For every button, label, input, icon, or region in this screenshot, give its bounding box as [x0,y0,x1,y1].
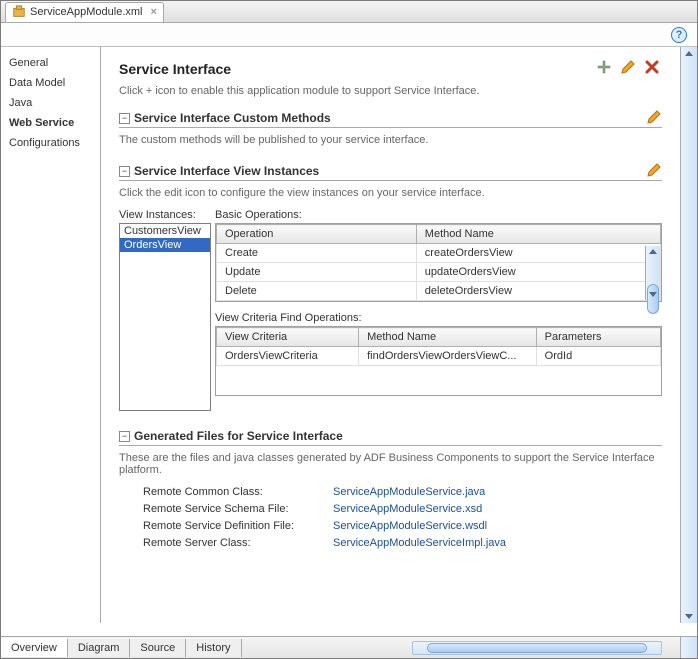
custom-methods-title: Service Interface Custom Methods [134,111,331,125]
table-cell: Create [217,244,417,263]
view-instances-title: Service Interface View Instances [134,164,319,178]
page-hint: Click + icon to enable this application … [119,85,662,97]
edit-custom-methods-icon[interactable] [646,109,662,128]
table-cell: findOrdersViewOrdersViewC... [359,347,537,366]
nav-item-general[interactable]: General [1,53,100,73]
generated-files-title: Generated Files for Service Interface [134,429,343,443]
file-tab-bar: ServiceAppModule.xml × [1,1,697,23]
view-instances-label: View Instances: [119,209,211,221]
column-header[interactable]: Operation [217,225,417,244]
column-header[interactable]: Method Name [359,328,537,347]
table-cell: OrdersViewCriteria [217,347,359,366]
scrollbar-corner [680,637,697,658]
generated-file-link[interactable]: ServiceAppModuleServiceImpl.java [333,537,506,549]
list-item[interactable]: OrdersView [120,238,210,252]
left-nav: GeneralData ModelJavaWeb ServiceConfigur… [1,47,101,623]
edit-view-instances-icon[interactable] [646,162,662,181]
generated-file-label: Remote Service Definition File: [143,520,333,532]
file-tab-label: ServiceAppModule.xml [30,6,143,18]
bottom-tab-history[interactable]: History [186,639,241,657]
view-instances-section: − Service Interface View Instances Click… [119,164,662,411]
edit-icon[interactable] [620,59,636,78]
generated-file-link[interactable]: ServiceAppModuleService.xsd [333,503,482,515]
view-instances-desc: Click the edit icon to configure the vie… [119,187,662,199]
top-actions [596,59,660,78]
vc-ops-table[interactable]: View CriteriaMethod NameParametersOrders… [216,327,661,366]
basic-ops-table[interactable]: OperationMethod NameCreatecreateOrdersVi… [216,224,661,301]
table-row[interactable]: DeletedeleteOrdersView [217,282,661,301]
nav-item-web-service[interactable]: Web Service [1,113,100,133]
basic-ops-label: Basic Operations: [215,209,662,221]
list-item[interactable]: CustomersView [120,224,210,238]
generated-file-link[interactable]: ServiceAppModuleService.wsdl [333,520,487,532]
help-icon[interactable]: ? [671,27,687,43]
generated-file-link[interactable]: ServiceAppModuleService.java [333,486,485,498]
generated-file-label: Remote Common Class: [143,486,333,498]
module-icon [12,5,26,19]
vc-ops-label: View Criteria Find Operations: [215,312,662,324]
nav-item-java[interactable]: Java [1,93,100,113]
generated-file-row: Remote Common Class:ServiceAppModuleServ… [143,486,662,498]
bottom-tab-diagram[interactable]: Diagram [68,639,131,657]
generated-files-section: − Generated Files for Service Interface … [119,429,662,549]
column-header[interactable]: View Criteria [217,328,359,347]
collapse-toggle[interactable]: − [119,166,130,177]
generated-file-row: Remote Service Schema File:ServiceAppMod… [143,503,662,515]
file-tab[interactable]: ServiceAppModule.xml × [5,2,164,22]
table-row[interactable]: UpdateupdateOrdersView [217,263,661,282]
table-cell: OrdId [536,347,660,366]
table-cell: createOrdersView [416,244,660,263]
generated-files-desc: These are the files and java classes gen… [119,452,662,476]
table-cell: Delete [217,282,417,301]
page-title: Service Interface [119,61,662,77]
bottom-tab-bar: OverviewDiagramSourceHistory [1,636,697,658]
table-cell: Update [217,263,417,282]
column-header[interactable]: Parameters [536,328,660,347]
bottom-tab-source[interactable]: Source [130,639,186,657]
collapse-toggle[interactable]: − [119,431,130,442]
nav-item-configurations[interactable]: Configurations [1,133,100,153]
nav-item-data-model[interactable]: Data Model [1,73,100,93]
bottom-tab-overview[interactable]: Overview [1,638,68,657]
generated-file-row: Remote Service Definition File:ServiceAp… [143,520,662,532]
generated-file-label: Remote Server Class: [143,537,333,549]
basic-ops-table-wrap: OperationMethod NameCreatecreateOrdersVi… [215,223,662,302]
add-icon[interactable] [596,59,612,78]
custom-methods-desc: The custom methods will be published to … [119,134,662,146]
table-row[interactable]: CreatecreateOrdersView [217,244,661,263]
help-bar: ? [1,23,697,47]
horizontal-scrollbar[interactable] [412,641,662,655]
vertical-scrollbar[interactable] [680,47,697,623]
delete-icon[interactable] [644,59,660,78]
table-cell: deleteOrdersView [416,282,660,301]
close-tab-icon[interactable]: × [151,6,157,18]
table-row[interactable]: OrdersViewCriteriafindOrdersViewOrdersVi… [217,347,661,366]
basic-ops-scrollbar[interactable] [645,246,660,300]
table-cell: updateOrdersView [416,263,660,282]
custom-methods-section: − Service Interface Custom Methods The c… [119,111,662,146]
collapse-toggle[interactable]: − [119,113,130,124]
view-instances-listbox[interactable]: CustomersViewOrdersView [119,223,211,411]
generated-file-row: Remote Server Class:ServiceAppModuleServ… [143,537,662,549]
content-pane: Service Interface Click + icon to enable… [101,47,680,623]
column-header[interactable]: Method Name [416,225,660,244]
generated-file-label: Remote Service Schema File: [143,503,333,515]
vc-ops-table-wrap: View CriteriaMethod NameParametersOrders… [215,326,662,396]
